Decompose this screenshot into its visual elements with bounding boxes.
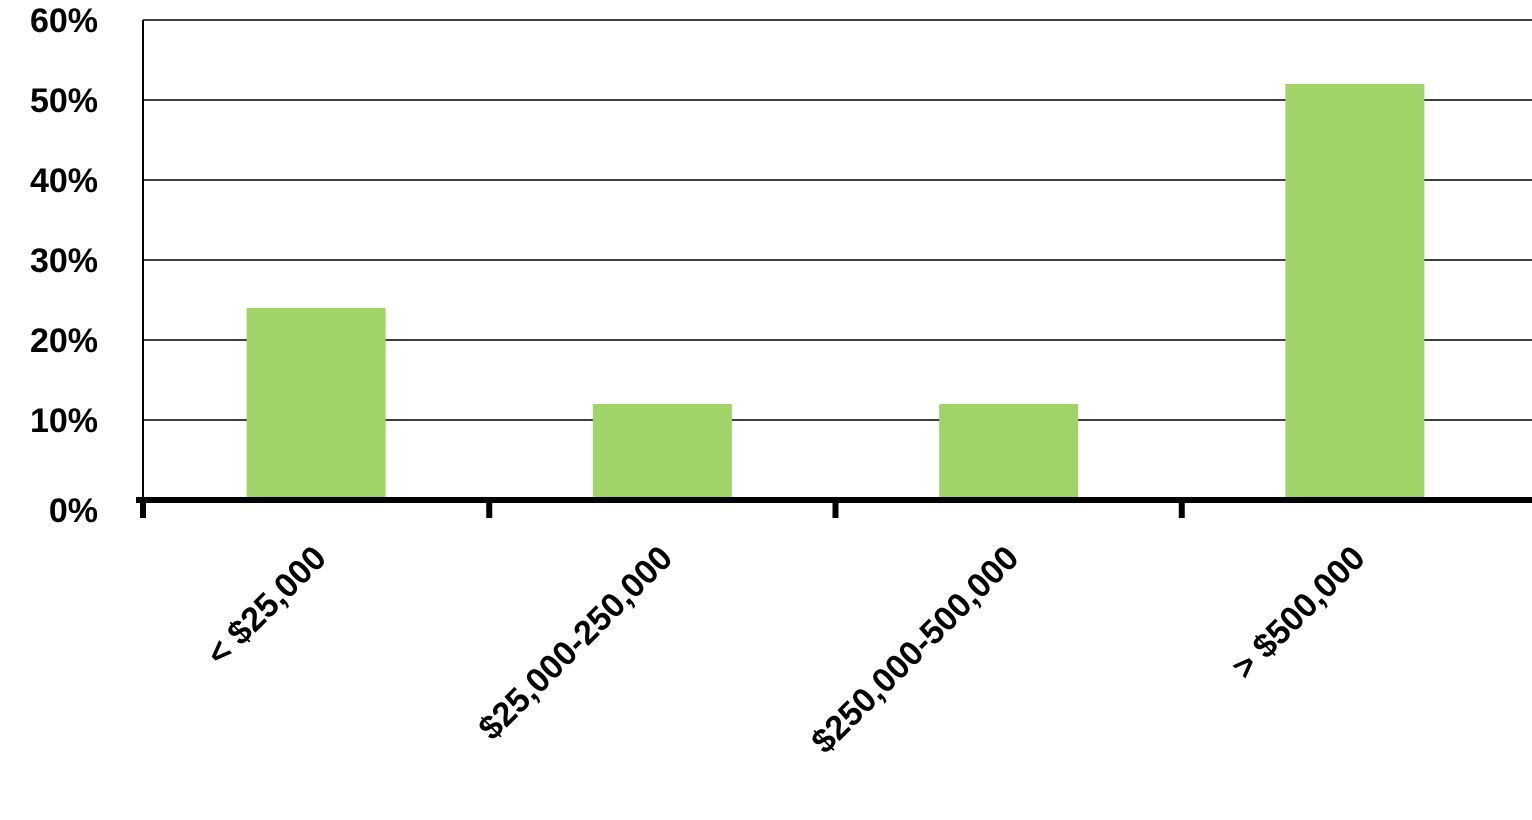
y-tick-label: 40% [30,162,98,200]
x-category-label: $25,000-250,000 [471,539,680,748]
bar [1285,84,1425,500]
bar [939,404,1079,500]
bar [246,308,386,500]
x-category-label: > $500,000 [1225,539,1373,687]
y-tick-label: 0% [49,492,98,530]
y-tick-label: 60% [30,2,98,40]
y-tick-label: 10% [30,402,98,440]
category-labels: < $25,000 $25,000-250,000 $250,000-500,000… [199,539,1372,761]
y-tick-label: 30% [30,242,98,280]
bars [246,84,1425,500]
y-tick-label: 20% [30,322,98,360]
y-tick-labels: 0% 10% 20% 30% 40% 50% 60% [30,2,98,530]
x-tick-marks [140,500,1185,518]
y-tick-label: 50% [30,82,98,120]
bar [592,404,732,500]
x-category-label: $250,000-500,000 [804,539,1026,761]
x-category-label: < $25,000 [199,539,333,673]
